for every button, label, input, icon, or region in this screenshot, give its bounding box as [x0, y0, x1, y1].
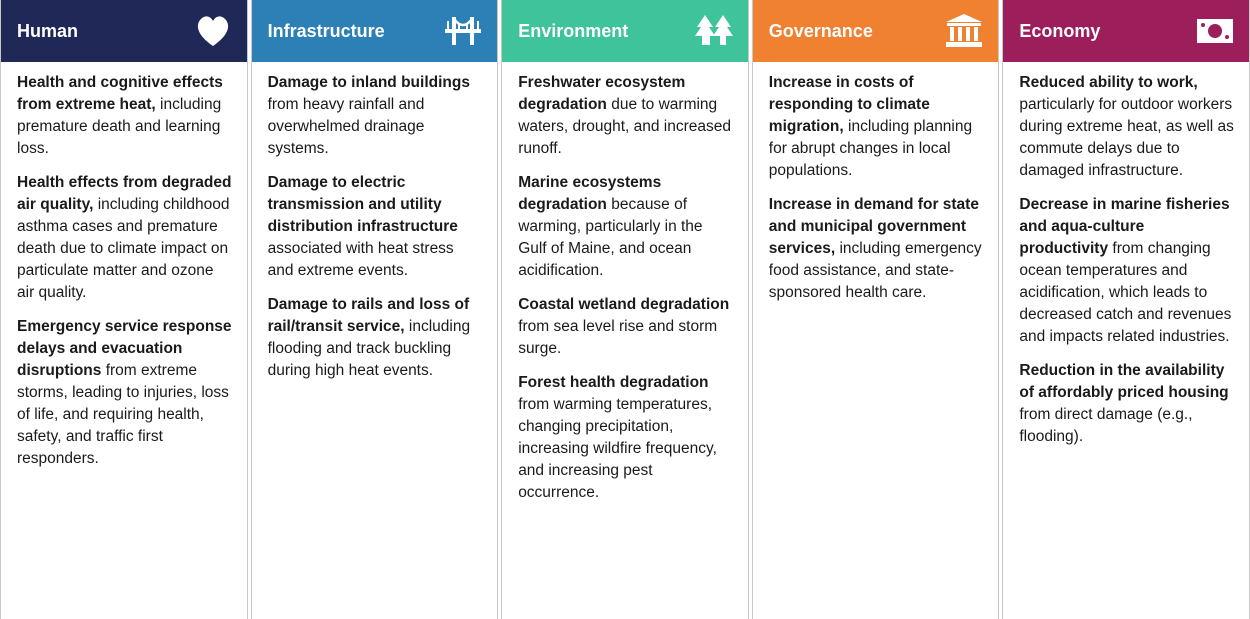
impact-item: Damage to rails and loss of rail/transit…	[268, 294, 484, 382]
impact-description: from changing ocean temperatures and aci…	[1019, 240, 1232, 345]
category-title: Human	[17, 20, 79, 41]
impact-item: Emergency service response delays and ev…	[17, 316, 233, 470]
impact-description: due to warming waters, drought, and incr…	[518, 96, 732, 157]
category-header: Economy	[1003, 0, 1249, 62]
category-icon	[946, 14, 983, 47]
impact-heading: Reduced ability to work,	[1019, 74, 1198, 91]
impact-heading: Emergency service response delays and ev…	[17, 318, 232, 379]
category-header: Infrastructure	[251, 0, 498, 62]
impact-description: including emergency food assistance, and…	[768, 240, 982, 301]
impact-item: Health effects from degraded air quality…	[17, 172, 233, 304]
impact-heading: Increase in demand for state and municip…	[768, 196, 979, 257]
category-body: Reduced ability to work, particularly fo…	[1003, 62, 1249, 460]
category-header: Human	[1, 0, 247, 62]
impact-item: Reduced ability to work, particularly fo…	[1019, 72, 1235, 182]
impact-heading: Damage to inland buildings	[267, 74, 470, 91]
impact-description: including premature death and learning l…	[17, 96, 222, 157]
impact-description: from extreme storms, leading to injuries…	[17, 362, 229, 467]
impact-item: Health and cognitive effects from extrem…	[17, 72, 233, 160]
impact-item: Marine ecosystems degradation because of…	[518, 172, 734, 282]
impact-item: Increase in demand for state and municip…	[769, 194, 985, 304]
category-title: Economy	[1019, 20, 1101, 41]
impact-item: Decrease in marine fisheries and aqua-cu…	[1019, 194, 1235, 348]
category-column: Economy Reduced ability to work, particul…	[1002, 0, 1250, 619]
impact-description: including childhood asthma cases and pre…	[17, 196, 230, 301]
impact-item: Coastal wetland degradation from sea lev…	[518, 294, 734, 360]
category-column: Environment Freshwater ecosystem degradat…	[501, 0, 749, 619]
impact-heading: Damage to electric transmission and util…	[267, 174, 458, 235]
impact-description: particularly for outdoor workers during …	[1019, 96, 1234, 179]
impact-heading: Coastal wetland degradation	[518, 296, 730, 313]
impact-heading: Damage to rails and loss of rail/transit…	[267, 296, 470, 335]
category-icon	[1196, 19, 1233, 43]
impact-heading: Forest health degradation	[518, 374, 709, 391]
category-icon	[694, 15, 733, 45]
impact-heading: Reduction in the availability of afforda…	[1019, 362, 1229, 401]
impact-item: Forest health degradation from warming t…	[518, 372, 734, 504]
category-column: Infrastructure Damage to inland buildings…	[250, 0, 499, 619]
impact-heading: Marine ecosystems degradation	[518, 174, 662, 213]
impact-heading: Freshwater ecosystem degradation	[518, 74, 686, 113]
category-body: Increase in costs of responding to clima…	[753, 62, 999, 316]
impact-description: from direct damage (e.g., flooding).	[1019, 406, 1193, 445]
category-column: Governance Increase in costs of respondin…	[751, 0, 1000, 619]
category-header: Governance	[752, 0, 999, 62]
impact-description: including flooding and track buckling du…	[267, 318, 471, 379]
impact-item: Freshwater ecosystem degradation due to …	[518, 72, 734, 160]
category-title: Environment	[518, 20, 629, 41]
impact-description: because of warming, particularly in the …	[518, 196, 703, 279]
impact-description: including planning for abrupt changes in…	[768, 118, 973, 179]
impact-heading: Decrease in marine fisheries and aqua-cu…	[1019, 196, 1230, 257]
impact-heading: Health effects from degraded air quality…	[17, 174, 232, 213]
impact-item: Damage to electric transmission and util…	[268, 172, 484, 282]
category-body: Damage to inland buildings from heavy ra…	[252, 62, 498, 394]
impact-description: from heavy rainfall and overwhelmed drai…	[267, 96, 425, 157]
category-title: Infrastructure	[267, 20, 385, 41]
impact-description: from sea level rise and storm surge.	[518, 318, 718, 357]
impact-heading: Health and cognitive effects from extrem…	[17, 74, 223, 113]
category-icon	[445, 17, 482, 45]
impact-heading: Increase in costs of responding to clima…	[768, 74, 930, 135]
category-body: Freshwater ecosystem degradation due to …	[502, 62, 748, 516]
impact-item: Increase in costs of responding to clima…	[769, 72, 985, 182]
category-header: Environment	[502, 0, 748, 62]
category-body: Health and cognitive effects from extrem…	[1, 62, 247, 482]
impact-description: associated with heat stress and extreme …	[267, 240, 454, 279]
impact-item: Damage to inland buildings from heavy ra…	[268, 72, 484, 160]
category-column: Human Health and cognitive effects from e…	[0, 0, 248, 619]
impact-item: Reduction in the availability of afforda…	[1019, 360, 1235, 448]
impact-description: from warming temperatures, changing prec…	[518, 396, 717, 501]
category-title: Governance	[768, 20, 873, 41]
category-icon	[197, 16, 228, 46]
